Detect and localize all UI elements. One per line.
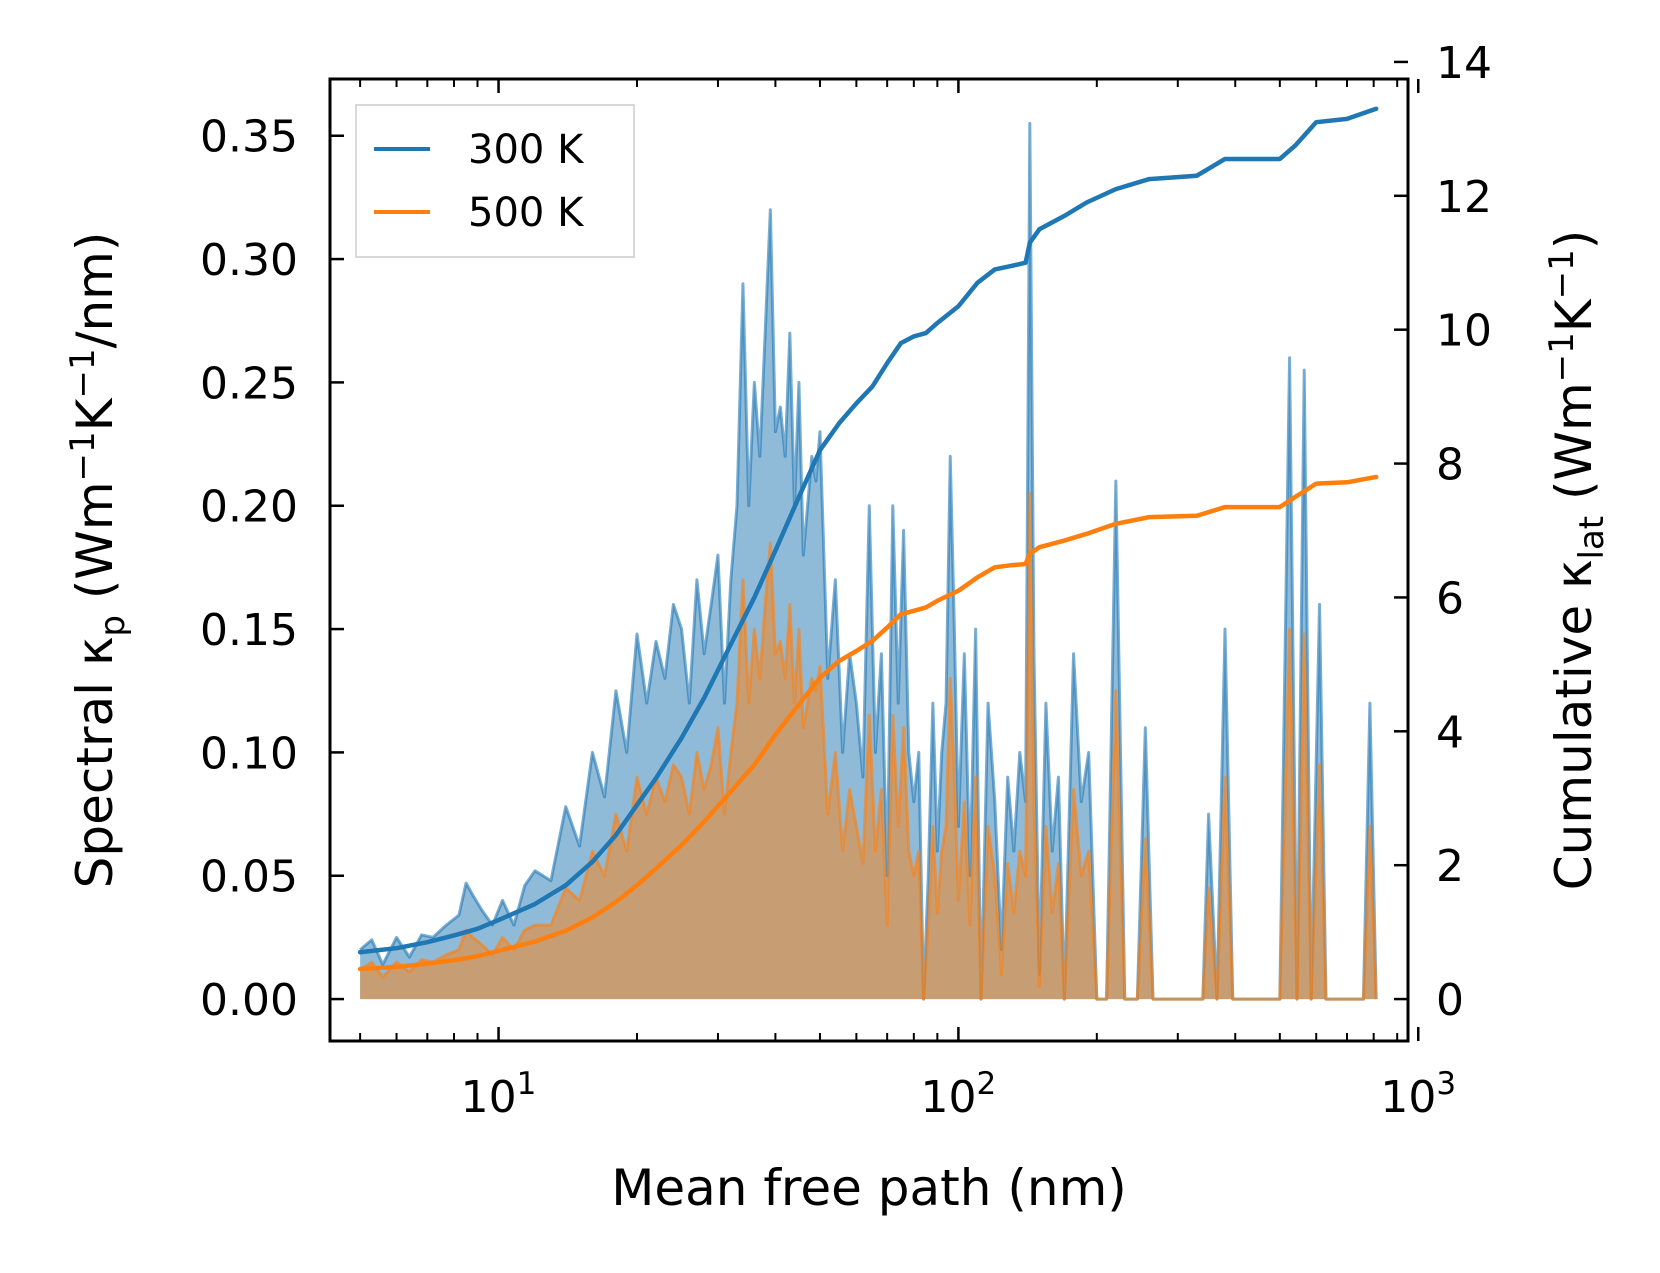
- y-right-tick-label: 4: [1436, 707, 1464, 758]
- y-right-axis-label: Cumulative κlat (Wm−1K−1): [1542, 230, 1612, 890]
- y-left-tick-label: 0.15: [200, 605, 298, 656]
- y-left-tick-label: 0.25: [200, 358, 298, 409]
- y-right-tick-label: 12: [1436, 172, 1492, 223]
- y-left-label-exp2: −1: [63, 348, 103, 398]
- y-left-tick-label: 0.00: [200, 975, 298, 1026]
- y-right-tick-label: 10: [1436, 306, 1492, 357]
- spectral-line-500k: [359, 491, 1378, 1001]
- spectral-fill-group: [359, 121, 1378, 1001]
- y-right-label-exp1: −1: [1542, 332, 1582, 382]
- x-tick-exp: 1: [517, 1066, 537, 1102]
- legend-label-300k: 300 K: [468, 127, 585, 173]
- y-right-tick-label: 14: [1436, 38, 1492, 89]
- y-right-label-exp2: −1: [1542, 249, 1582, 299]
- cumulative-line-300k: [357, 106, 1379, 955]
- y-left-label-main: Spectral κ: [66, 637, 124, 889]
- y-right-label-main: Cumulative κ: [1545, 559, 1603, 890]
- y-left-label-suffix: /nm): [66, 232, 124, 349]
- y-left-axis-label: Spectral κp (Wm−1K−1/nm): [63, 232, 133, 889]
- x-tick-label: 101: [461, 1066, 537, 1123]
- x-tick-exp: 3: [1436, 1066, 1456, 1102]
- y-right-label-suffix: ): [1545, 230, 1603, 250]
- x-tick-exp: 2: [977, 1066, 997, 1102]
- y-left-tick-label: 0.30: [200, 235, 298, 286]
- y-right-tick-label: 8: [1436, 440, 1464, 491]
- legend-box: [355, 104, 635, 258]
- x-axis-label: Mean free path (nm): [611, 1159, 1127, 1217]
- y-left-tick-label: 0.10: [200, 728, 298, 779]
- x-tick-label: 103: [1380, 1066, 1456, 1123]
- tick-group: 101 102 1030.000.050.100.150.200.250.300.3…: [200, 38, 1492, 1123]
- x-tick-base: 10: [461, 1072, 517, 1123]
- y-left-label-prefix: (Wm: [66, 481, 124, 615]
- y-left-tick-label: 0.35: [200, 112, 298, 163]
- y-left-label-mid: K: [66, 397, 124, 431]
- y-right-label-mid: K: [1545, 298, 1603, 332]
- y-right-tick-label: 6: [1436, 573, 1464, 624]
- y-left-tick-label: 0.05: [200, 852, 298, 903]
- y-right-tick-label: 0: [1436, 975, 1464, 1026]
- y-right-tick-label: 2: [1436, 841, 1464, 892]
- x-tick-label: 102: [921, 1066, 997, 1123]
- x-tick-base: 10: [1380, 1072, 1436, 1123]
- y-left-label-sub: p: [93, 615, 133, 637]
- y-left-tick-label: 0.20: [200, 482, 298, 533]
- legend: 300 K 500 K: [355, 104, 635, 258]
- plot-frame: [328, 77, 1410, 1043]
- y-right-label-prefix: (Wm: [1545, 382, 1603, 516]
- y-left-label-exp1: −1: [63, 431, 103, 481]
- cumulative-line-500k: [357, 474, 1379, 972]
- line-group: [357, 106, 1379, 972]
- legend-label-500k: 500 K: [468, 190, 585, 236]
- x-tick-base: 10: [921, 1072, 977, 1123]
- y-right-label-sub: lat: [1572, 516, 1612, 560]
